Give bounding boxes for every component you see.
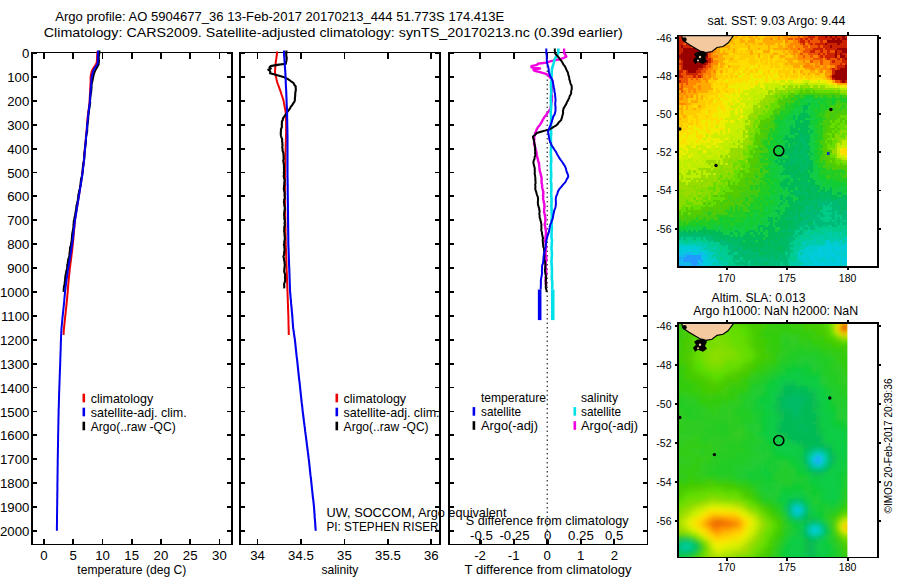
svg-text:34: 34 [250, 548, 265, 563]
svg-text:1: 1 [577, 548, 584, 563]
svg-text:170: 170 [718, 561, 736, 573]
svg-text:900: 900 [7, 261, 29, 276]
svg-text:5: 5 [70, 548, 77, 563]
svg-text:800: 800 [7, 237, 29, 252]
svg-text:Argo profile: AO 5904677_36 13: Argo profile: AO 5904677_36 13-Feb-2017 … [55, 9, 504, 24]
svg-text:0.5: 0.5 [605, 528, 623, 543]
svg-text:satellite-adj. clim.: satellite-adj. clim. [344, 405, 440, 420]
svg-text:©IMOS 20-Feb-2017 20:39:36: ©IMOS 20-Feb-2017 20:39:36 [882, 379, 894, 514]
svg-text:-54: -54 [656, 184, 671, 196]
svg-text:175: 175 [778, 272, 796, 284]
svg-text:0: 0 [544, 548, 551, 563]
svg-text:satellite: satellite [581, 404, 621, 419]
svg-text:temperature (deg C): temperature (deg C) [77, 562, 186, 577]
svg-text:0: 0 [40, 548, 47, 563]
svg-text:1900: 1900 [0, 500, 29, 515]
svg-text:temperature: temperature [481, 390, 546, 405]
svg-text:satellite-adj. clim.: satellite-adj. clim. [91, 405, 187, 420]
svg-text:-46: -46 [656, 320, 671, 332]
svg-text:0: 0 [22, 46, 29, 61]
svg-text:sat. SST: 9.03 Argo: 9.44: sat. SST: 9.03 Argo: 9.44 [707, 13, 845, 28]
svg-text:-48: -48 [656, 359, 671, 371]
svg-text:-52: -52 [656, 437, 671, 449]
svg-text:10: 10 [95, 548, 110, 563]
svg-text:-1: -1 [508, 548, 520, 563]
svg-text:35: 35 [337, 548, 352, 563]
svg-text:T difference from climatology: T difference from climatology [465, 562, 632, 577]
svg-text:180: 180 [839, 272, 857, 284]
svg-text:1700: 1700 [0, 452, 29, 467]
svg-text:-2: -2 [474, 548, 486, 563]
svg-text:1300: 1300 [0, 357, 29, 372]
svg-text:25: 25 [183, 548, 198, 563]
svg-text:180: 180 [839, 561, 857, 573]
svg-text:1500: 1500 [0, 405, 29, 420]
svg-text:Argo h1000: NaN h2000: NaN: Argo h1000: NaN h2000: NaN [693, 303, 858, 318]
svg-text:200: 200 [7, 94, 29, 109]
svg-text:20: 20 [154, 548, 169, 563]
svg-text:climatology: climatology [91, 391, 154, 406]
svg-text:100: 100 [7, 70, 29, 85]
svg-text:Climatology: CARS2009. Satelli: Climatology: CARS2009. Satellite-adjuste… [44, 25, 623, 40]
svg-text:35.5: 35.5 [375, 548, 401, 563]
svg-text:Argo(..raw -QC): Argo(..raw -QC) [91, 419, 176, 434]
svg-text:170: 170 [718, 272, 736, 284]
svg-text:36: 36 [424, 548, 439, 563]
svg-text:-52: -52 [656, 146, 671, 158]
svg-text:-54: -54 [656, 476, 671, 488]
svg-text:1600: 1600 [0, 428, 29, 443]
svg-text:400: 400 [7, 142, 29, 157]
svg-text:-0.5: -0.5 [470, 528, 493, 543]
svg-text:1400: 1400 [0, 381, 29, 396]
svg-text:-50: -50 [656, 108, 671, 120]
svg-text:600: 600 [7, 189, 29, 204]
svg-text:175: 175 [778, 561, 796, 573]
svg-text:UW, SOCCOM, Argo equivalent: UW, SOCCOM, Argo equivalent [327, 505, 507, 520]
svg-text:PI: STEPHEN RISER: PI: STEPHEN RISER [327, 519, 439, 534]
svg-text:Argo(..raw -QC): Argo(..raw -QC) [344, 419, 429, 434]
svg-text:2000: 2000 [0, 524, 29, 539]
svg-text:salinity: salinity [321, 562, 358, 577]
svg-text:700: 700 [7, 213, 29, 228]
svg-text:34.5: 34.5 [288, 548, 314, 563]
svg-text:-48: -48 [656, 70, 671, 82]
svg-text:1800: 1800 [0, 476, 29, 491]
svg-text:0: 0 [544, 528, 551, 543]
svg-text:300: 300 [7, 118, 29, 133]
svg-text:1100: 1100 [1, 309, 29, 324]
svg-text:-56: -56 [656, 223, 671, 235]
svg-text:satellite: satellite [481, 404, 521, 419]
svg-text:-0.25: -0.25 [499, 528, 529, 543]
svg-text:1200: 1200 [0, 333, 29, 348]
svg-text:salinity: salinity [581, 390, 618, 405]
svg-text:-46: -46 [656, 32, 671, 44]
svg-text:2: 2 [611, 548, 618, 563]
svg-text:Argo(-adj): Argo(-adj) [581, 418, 638, 433]
svg-text:climatology: climatology [344, 391, 407, 406]
svg-text:-56: -56 [656, 515, 671, 527]
svg-text:0.25: 0.25 [568, 528, 594, 543]
svg-text:Argo(-adj): Argo(-adj) [481, 418, 538, 433]
svg-text:30: 30 [212, 548, 227, 563]
svg-text:1000: 1000 [0, 285, 29, 300]
svg-text:500: 500 [7, 166, 29, 181]
svg-text:-50: -50 [656, 398, 671, 410]
svg-text:15: 15 [124, 548, 139, 563]
